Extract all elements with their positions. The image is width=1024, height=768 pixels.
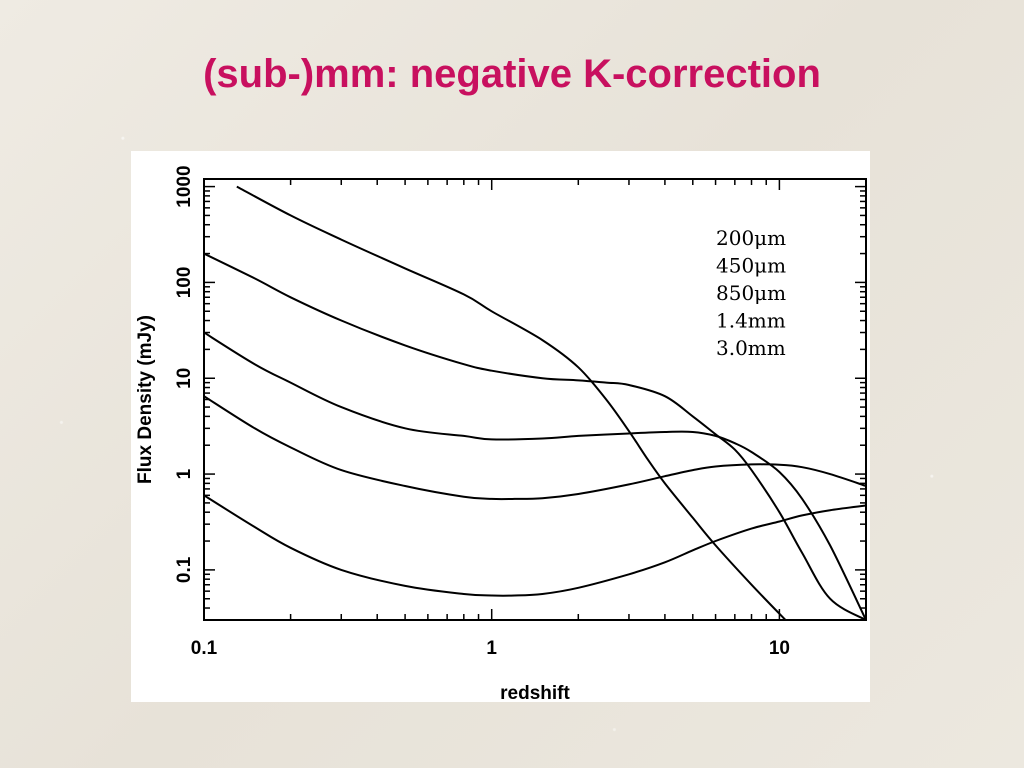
y-axis-title: Flux Density (mJy) bbox=[135, 315, 156, 484]
series-line-4 bbox=[204, 395, 866, 501]
series-curves bbox=[204, 185, 866, 620]
x-axis-title: redshift bbox=[500, 683, 570, 702]
legend-entry: 200μm bbox=[716, 226, 786, 250]
y-tick-label: 100 bbox=[174, 267, 195, 299]
x-tick-label: 1 bbox=[486, 638, 497, 659]
x-tick-label: 0.1 bbox=[191, 638, 218, 659]
series-line-1 bbox=[236, 185, 787, 620]
y-tick-label: 0.1 bbox=[174, 556, 195, 583]
legend-entry: 1.4mm bbox=[716, 309, 786, 333]
series-line-3 bbox=[204, 331, 866, 620]
legend: 200μm 450μm 850μm 1.4mm 3.0mm bbox=[716, 226, 786, 360]
legend-entry: 450μm bbox=[716, 254, 786, 278]
series-line-5 bbox=[204, 494, 866, 597]
legend-entry: 3.0mm bbox=[716, 336, 786, 360]
flux-redshift-chart: 0.1 1 10 0.1 1 10 100 1000 redshift Flux Densi… bbox=[135, 165, 867, 702]
y-tick-labels: 0.1 1 10 100 1000 bbox=[174, 165, 195, 583]
y-tick-label: 1000 bbox=[174, 165, 195, 207]
slide-title: (sub-)mm: negative K-correction bbox=[203, 52, 821, 96]
y-tick-label: 10 bbox=[174, 368, 195, 389]
y-tick-label: 1 bbox=[174, 468, 195, 479]
x-tick-labels: 0.1 1 10 bbox=[191, 638, 790, 659]
legend-entry: 850μm bbox=[716, 281, 786, 305]
chart-panel: 0.1 1 10 0.1 1 10 100 1000 redshift Flux Densi… bbox=[131, 151, 870, 702]
plot-frame bbox=[203, 178, 867, 621]
series-line-2 bbox=[204, 252, 866, 620]
x-tick-label: 10 bbox=[769, 638, 790, 659]
